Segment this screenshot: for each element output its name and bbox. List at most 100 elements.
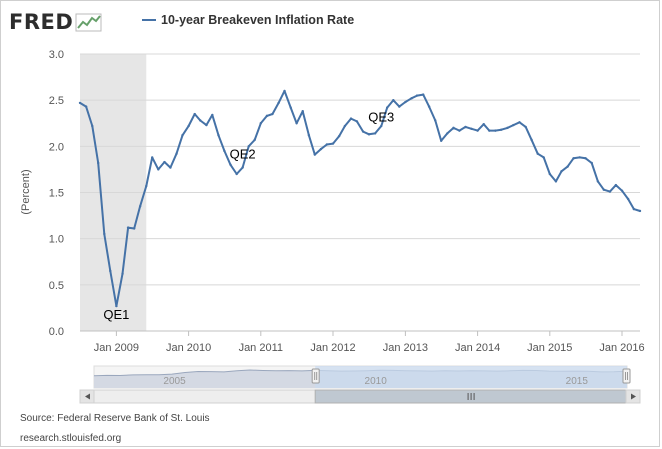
y-tick-label: 1.0 (49, 234, 64, 246)
site-link[interactable]: research.stlouisfed.org (20, 433, 122, 444)
data-point (608, 190, 612, 193)
series-line (79, 89, 641, 308)
data-point (385, 106, 389, 109)
data-point (392, 98, 395, 102)
data-point (132, 227, 136, 230)
data-point (331, 142, 335, 145)
source-text: Source: Federal Reserve Bank of St. Loui… (20, 413, 210, 424)
data-point (121, 272, 124, 275)
data-point (151, 156, 154, 159)
data-point (560, 170, 563, 173)
data-point (530, 138, 533, 142)
legend[interactable]: 10-year Breakeven Inflation Rate (142, 13, 354, 27)
data-point (217, 134, 220, 137)
data-point (488, 129, 491, 132)
data-point (554, 180, 558, 183)
data-point (572, 157, 575, 160)
y-tick-label: 2.0 (49, 141, 64, 153)
scroll-right-arrow-icon (631, 393, 636, 400)
y-tick-label: 2.5 (49, 95, 64, 107)
data-point (476, 129, 479, 132)
data-point (126, 226, 130, 229)
data-point (602, 188, 606, 191)
data-point (277, 101, 280, 105)
data-point (241, 166, 244, 169)
data-point (343, 124, 347, 128)
data-point (205, 123, 208, 127)
x-tick-label: Jan 2015 (527, 342, 572, 354)
data-point (361, 130, 365, 133)
data-point (295, 122, 298, 125)
data-point (434, 119, 437, 122)
data-point (109, 269, 112, 273)
data-point (78, 101, 82, 105)
data-point (415, 94, 419, 97)
data-point (590, 161, 593, 165)
data-point (289, 106, 292, 109)
data-point (103, 232, 106, 236)
annotation-qe2: QE2 (230, 146, 256, 161)
data-point (84, 105, 88, 108)
data-point (632, 207, 636, 211)
data-point (373, 132, 377, 135)
data-point (524, 125, 527, 129)
fred-logo[interactable]: FRED (9, 9, 103, 35)
navigator-selection[interactable] (315, 366, 627, 388)
data-point (584, 157, 587, 160)
navigator-tick-label: 2005 (163, 376, 186, 387)
data-point (452, 126, 455, 130)
data-point (307, 134, 311, 137)
x-tick-label: Jan 2011 (239, 342, 283, 354)
legend-series-swatch (142, 19, 156, 21)
data-point (247, 145, 250, 148)
navigator-handle-right[interactable] (622, 368, 631, 384)
data-point (115, 304, 118, 308)
navigator-handle-left[interactable] (311, 368, 320, 384)
data-point (301, 110, 304, 113)
data-point (138, 205, 142, 208)
data-point (355, 120, 359, 123)
data-point (211, 113, 214, 117)
data-point (193, 112, 196, 116)
data-point (506, 126, 509, 130)
data-point (398, 105, 401, 108)
y-tick-label: 0.5 (49, 280, 64, 292)
data-point (223, 149, 226, 153)
navigator-tick-label: 2010 (365, 376, 388, 387)
data-point (367, 133, 371, 136)
data-point (96, 161, 100, 165)
data-point (313, 153, 317, 156)
data-point (349, 117, 353, 120)
x-tick-label: Jan 2013 (383, 342, 428, 354)
data-point (566, 165, 569, 168)
data-point (175, 152, 178, 155)
y-tick-label: 1.5 (49, 188, 64, 200)
data-point (512, 123, 515, 127)
data-point (500, 128, 503, 131)
data-point (464, 125, 467, 129)
logo-graph-icon (75, 13, 102, 32)
x-tick-label: Jan 2012 (310, 342, 355, 354)
scroll-left-arrow-icon (85, 393, 90, 400)
data-point (169, 166, 172, 169)
data-point (482, 122, 485, 126)
data-point (470, 127, 473, 130)
data-point (446, 132, 449, 135)
data-point (157, 168, 160, 171)
data-point (337, 134, 341, 138)
data-point (325, 143, 329, 146)
data-point (319, 147, 323, 151)
data-point (548, 172, 551, 176)
data-point (271, 112, 274, 116)
data-point (199, 119, 202, 122)
legend-series-label: 10-year Breakeven Inflation Rate (161, 13, 355, 27)
data-point (235, 172, 238, 176)
annotation-qe3: QE3 (368, 109, 394, 124)
y-tick-label: 3.0 (49, 49, 64, 61)
y-tick-label: 0.0 (49, 326, 64, 338)
data-point (596, 180, 600, 183)
annotation-qe1: QE1 (103, 307, 129, 322)
x-tick-label: Jan 2009 (94, 342, 139, 354)
